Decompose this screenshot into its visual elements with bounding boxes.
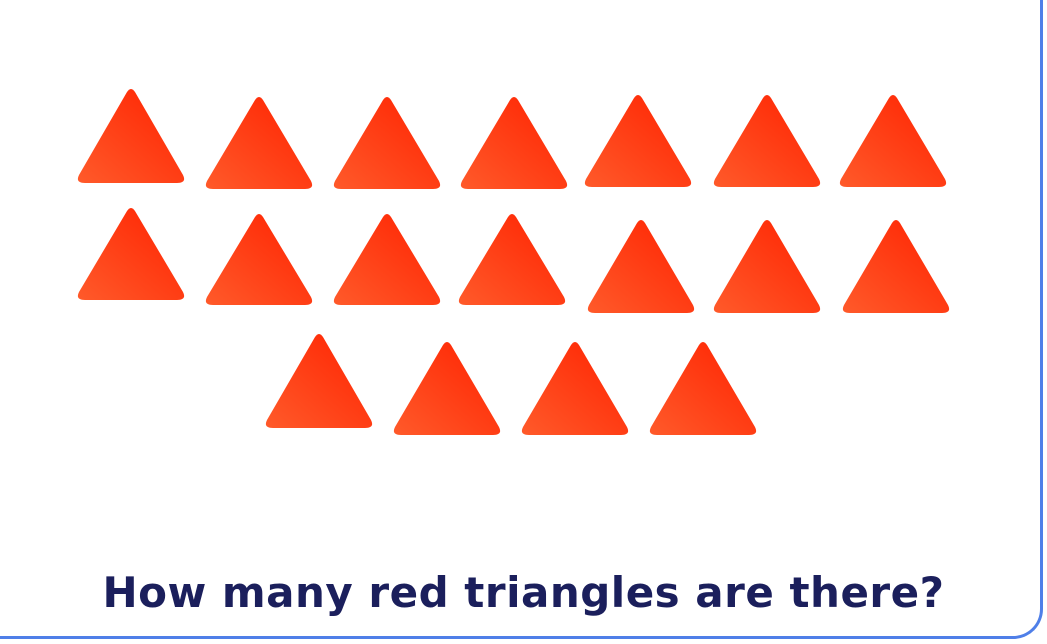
red-triangle (839, 95, 947, 187)
red-triangle (205, 214, 313, 305)
red-triangle (77, 208, 185, 300)
red-triangle (587, 220, 695, 313)
red-triangle (333, 214, 441, 305)
red-triangle (77, 89, 185, 183)
red-triangle (713, 220, 821, 313)
red-triangle (458, 214, 566, 305)
red-triangle (460, 97, 568, 189)
red-triangle (393, 342, 501, 435)
red-triangle (333, 97, 441, 189)
red-triangle (649, 342, 757, 435)
red-triangle (584, 95, 692, 187)
red-triangle (842, 220, 950, 313)
red-triangle (205, 97, 313, 189)
red-triangle (713, 95, 821, 187)
question-text: How many red triangles are there? (102, 568, 945, 617)
red-triangle (521, 342, 629, 435)
triangle-field (77, 89, 950, 435)
red-triangle (265, 334, 373, 428)
triangles-svg (77, 89, 950, 435)
